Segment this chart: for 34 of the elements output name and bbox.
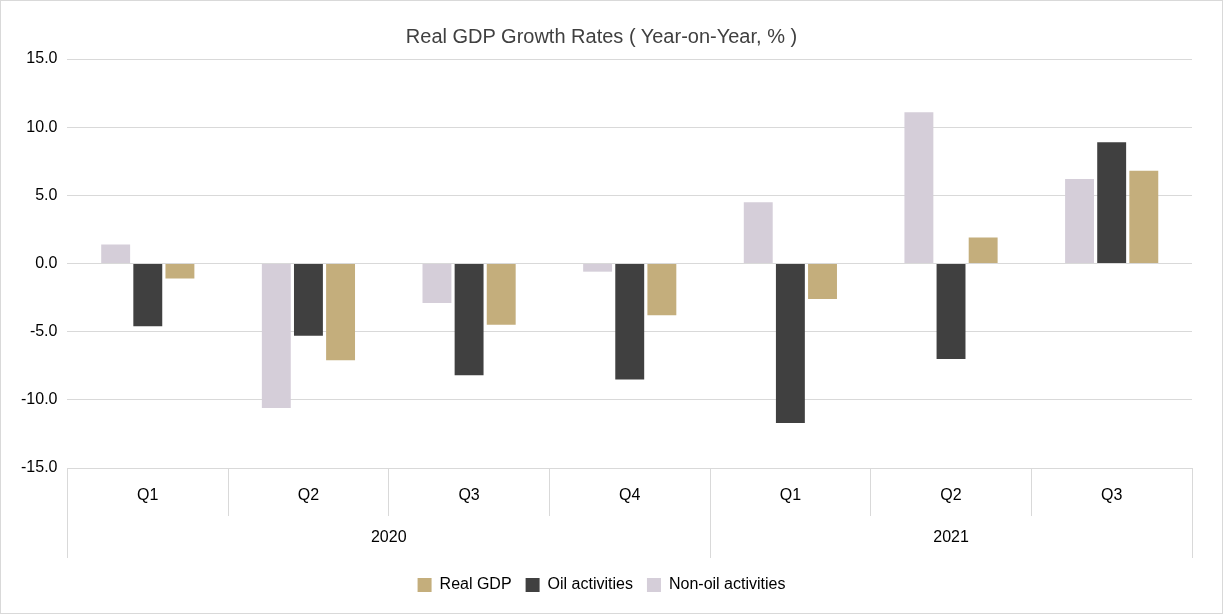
y-tick-label: -5.0 — [29, 322, 58, 340]
bar — [486, 264, 516, 325]
bar — [808, 264, 837, 299]
y-tick-label: 0.0 — [35, 253, 58, 271]
y-tick-label: 10.0 — [26, 117, 58, 135]
y-tick-label: 5.0 — [35, 185, 58, 203]
bar — [165, 264, 195, 279]
legend-label: Non-oil activities — [668, 575, 786, 593]
chart-title: Real GDP Growth Rates ( Year-on-Year, % ) — [405, 24, 798, 47]
y-tick-label: -15.0 — [21, 458, 58, 476]
x-tick-label: Q2 — [940, 486, 962, 504]
bar — [293, 264, 323, 336]
bar — [647, 264, 677, 316]
bar — [454, 264, 484, 376]
bar — [1129, 170, 1159, 263]
text: 2020 — [370, 528, 407, 546]
x-tick-label: Q2 — [297, 486, 320, 504]
bar — [615, 264, 645, 380]
bar — [1097, 142, 1127, 263]
y-tick-label: -10.0 — [21, 390, 58, 408]
x-tick-label: Q4 — [619, 486, 641, 504]
bar — [133, 264, 163, 327]
x-tick-label: Q1 — [137, 486, 159, 504]
legend-label: Oil activities — [547, 575, 633, 593]
bar — [968, 237, 998, 263]
bar — [775, 264, 805, 424]
text: 2021 — [933, 528, 969, 546]
x-tick-label: Q3 — [1101, 486, 1123, 504]
bar — [326, 264, 356, 361]
bar — [936, 264, 966, 359]
x-tick-label: Q3 — [458, 486, 480, 504]
y-tick-label: 15.0 — [26, 49, 58, 67]
x-tick-label: Q1 — [779, 486, 802, 504]
legend-label: Real GDP — [439, 575, 512, 593]
